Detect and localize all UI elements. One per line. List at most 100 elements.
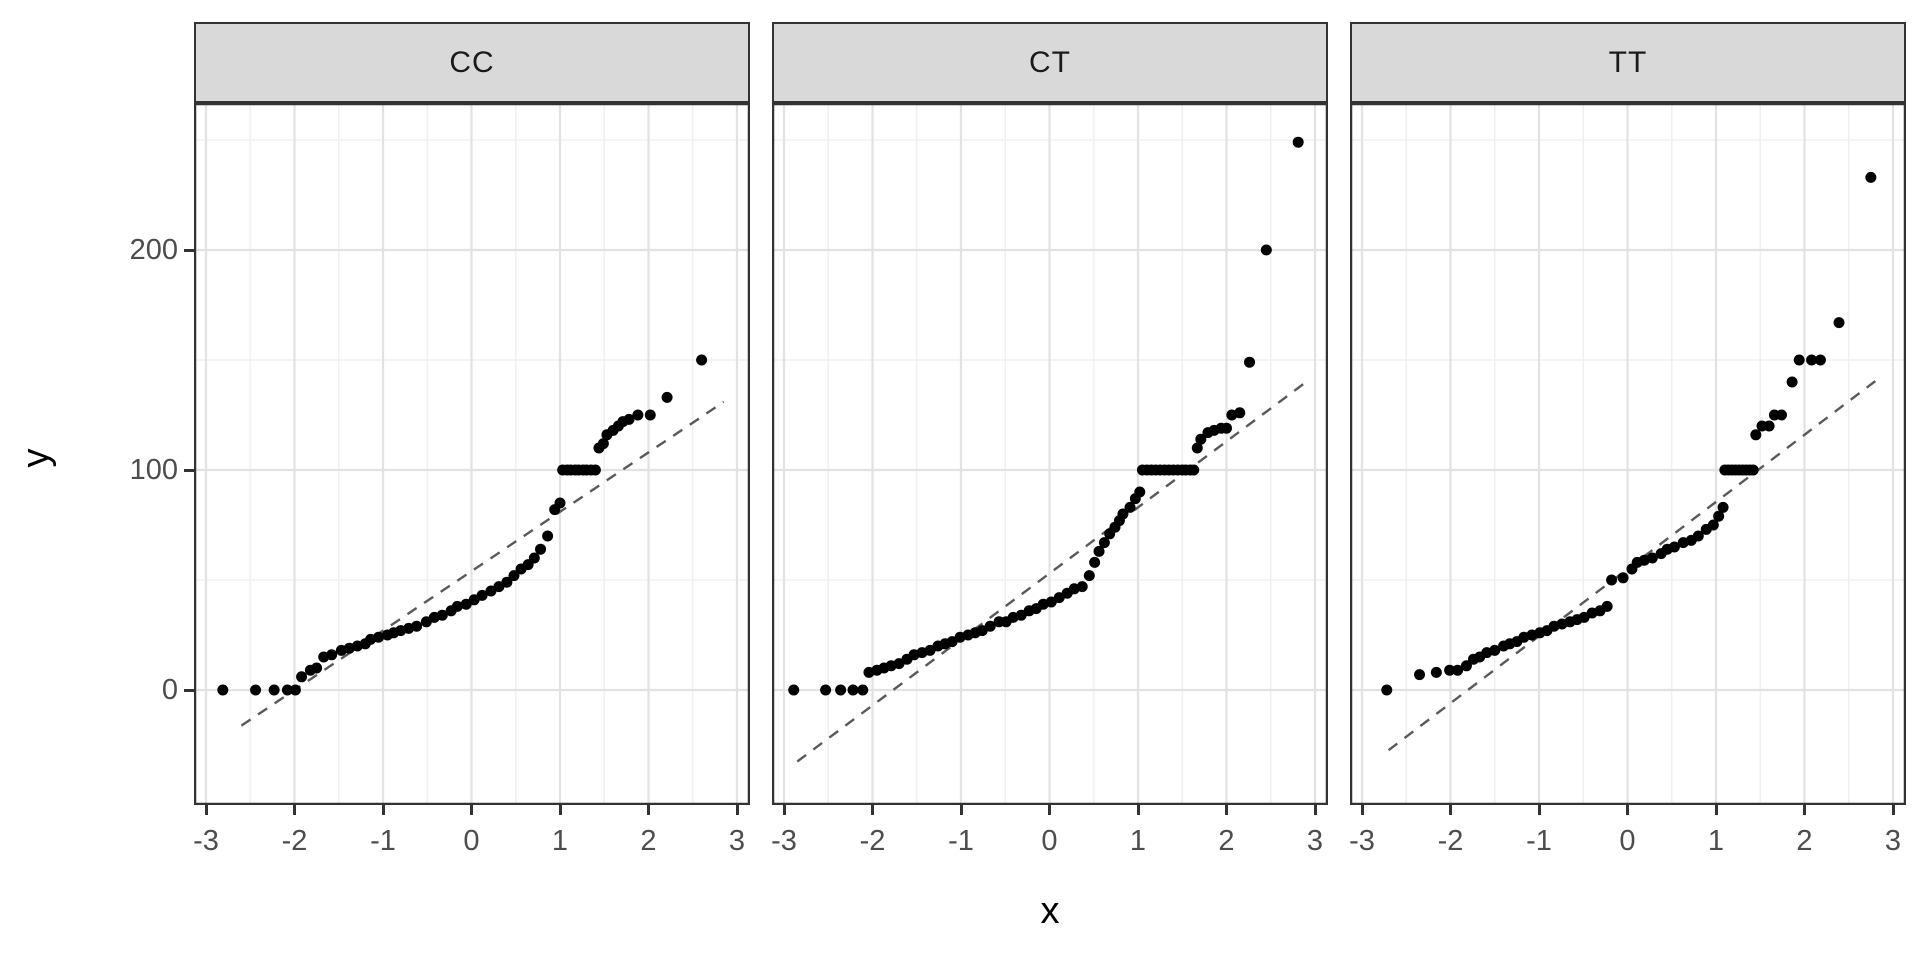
x-tick-label: -2	[859, 825, 886, 857]
x-tick-label: -3	[771, 825, 797, 857]
data-point	[1747, 464, 1759, 476]
x-tick-mark	[204, 805, 208, 815]
data-point	[1191, 442, 1203, 454]
data-point	[373, 631, 385, 643]
x-tick-label: 2	[1796, 825, 1813, 857]
panel-border	[1350, 103, 1906, 805]
facet-strip-label: CT	[1029, 45, 1071, 79]
data-point	[250, 684, 262, 696]
x-tick-mark	[1714, 805, 1718, 815]
data-point	[1833, 317, 1845, 329]
data-point	[820, 684, 832, 696]
data-point	[1221, 422, 1232, 434]
x-tick-mark	[647, 805, 650, 815]
data-point	[1188, 464, 1200, 476]
data-point	[1814, 354, 1826, 366]
x-tick-mark	[1626, 805, 1629, 815]
data-point	[1646, 552, 1658, 564]
x-tick-mark	[782, 805, 786, 815]
qq-points	[217, 354, 708, 696]
x-tick-mark	[470, 805, 473, 815]
x-tick-mark	[1360, 805, 1364, 815]
data-point	[1763, 420, 1775, 432]
x-tick-mark	[1537, 805, 1541, 815]
facet-strip-ct: CT	[772, 22, 1328, 103]
data-point	[268, 684, 280, 696]
data-point	[1692, 530, 1704, 542]
y-tick-mark	[184, 248, 194, 252]
qq-points	[788, 136, 1304, 696]
data-point	[597, 438, 609, 450]
data-point	[476, 589, 488, 601]
qq-panel-ct	[772, 103, 1328, 805]
x-tick-mark	[959, 805, 963, 815]
data-point	[1083, 570, 1095, 582]
x-tick-mark	[558, 805, 562, 815]
data-point	[661, 391, 673, 403]
data-point	[451, 600, 463, 612]
grid-minor	[194, 103, 750, 805]
panel-border	[772, 103, 1328, 805]
x-tick-mark	[293, 805, 296, 815]
data-point	[1806, 354, 1818, 366]
data-point	[1750, 429, 1762, 441]
x-tick-label: 2	[640, 825, 657, 857]
x-tick-label: -1	[370, 825, 396, 857]
data-point	[281, 684, 293, 696]
data-point	[1717, 501, 1729, 513]
data-point	[1117, 508, 1129, 520]
data-point	[411, 620, 423, 632]
x-tick-label: -3	[1349, 825, 1375, 857]
data-point	[1234, 407, 1246, 419]
x-tick-mark	[1891, 805, 1895, 815]
data-point	[632, 409, 644, 421]
data-point	[623, 413, 635, 425]
data-point	[1444, 664, 1456, 676]
y-axis-title: y	[14, 448, 57, 468]
x-tick-label: 3	[728, 825, 746, 857]
x-tick-label: -3	[193, 825, 219, 857]
x-tick-label: -2	[281, 825, 308, 857]
data-point	[589, 464, 601, 476]
data-point	[1076, 581, 1088, 593]
qq-reference-line	[240, 400, 725, 727]
y-tick-mark	[184, 688, 194, 692]
x-tick-label: -2	[1437, 825, 1464, 857]
data-point	[1093, 545, 1105, 557]
data-point	[535, 543, 547, 555]
data-point	[528, 552, 540, 564]
x-tick-mark	[1048, 805, 1051, 815]
data-point	[1707, 519, 1719, 531]
data-point	[847, 684, 859, 696]
data-point	[436, 609, 448, 621]
data-point	[1292, 136, 1304, 148]
facet-strip-label: CC	[449, 45, 495, 79]
data-point	[1089, 556, 1101, 568]
x-tick-mark	[1803, 805, 1806, 815]
x-tick-mark	[1136, 805, 1140, 815]
y-tick-label: 0	[161, 674, 178, 706]
facet-strip-label: TT	[1608, 45, 1648, 79]
x-tick-label: -1	[948, 825, 974, 857]
y-tick-mark	[184, 468, 194, 472]
data-point	[542, 530, 554, 542]
x-tick-label: 2	[1218, 825, 1235, 857]
data-point	[326, 649, 338, 661]
x-tick-mark	[1449, 805, 1452, 815]
data-point	[1195, 433, 1207, 445]
data-point	[1460, 660, 1472, 672]
facet-strip-cc: CC	[194, 22, 750, 103]
qq-points	[1381, 171, 1877, 696]
grid-major	[1350, 103, 1906, 805]
data-point	[1601, 600, 1613, 612]
data-point	[984, 620, 996, 632]
x-tick-label: 3	[1884, 825, 1902, 857]
x-axis-title: x	[1040, 890, 1060, 932]
x-tick-mark	[1225, 805, 1228, 815]
data-point	[1452, 664, 1464, 676]
data-point	[289, 684, 301, 696]
data-point	[1775, 409, 1787, 421]
x-tick-label: 0	[1619, 825, 1636, 857]
data-point	[501, 576, 513, 588]
